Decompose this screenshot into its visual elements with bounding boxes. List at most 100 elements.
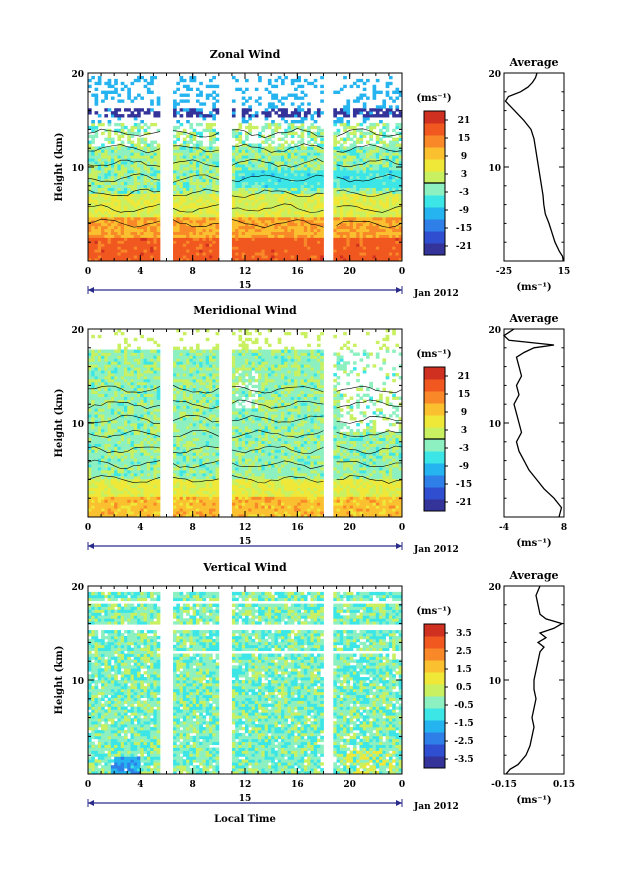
heatmap-cell (392, 219, 396, 224)
heatmap-cell (231, 128, 236, 133)
heatmap-cell (310, 149, 315, 153)
heatmap-cell (101, 155, 105, 159)
heatmap-cell (117, 376, 122, 380)
heatmap-cell (277, 214, 282, 218)
heatmap-cell (107, 246, 112, 250)
heatmap-cell (375, 187, 380, 191)
heatmap-cell (310, 234, 315, 238)
heatmap-cell (346, 184, 351, 188)
heatmap-cell (107, 122, 112, 127)
heatmap-cell (349, 193, 354, 197)
heatmap-cell (277, 216, 282, 221)
heatmap-cell (297, 184, 301, 188)
heatmap-cell (127, 514, 131, 518)
heatmap-cell (179, 228, 184, 233)
heatmap-cell (192, 249, 197, 253)
heatmap-cell (101, 199, 105, 203)
heatmap-cell (369, 134, 373, 139)
heatmap-cell (91, 414, 95, 418)
heatmap-cell (176, 225, 180, 230)
average-profile-line (504, 72, 564, 262)
heatmap-cell (156, 190, 161, 194)
heatmap-cell (88, 234, 92, 238)
heatmap-cell (398, 216, 403, 221)
heatmap-cell (336, 243, 341, 247)
heatmap-cell (245, 219, 249, 224)
colorbar-tick-label: -9 (459, 206, 469, 216)
heatmap-cell (127, 493, 131, 497)
heatmap-cell (130, 111, 135, 115)
heatmap-cell (88, 252, 92, 256)
heatmap-cell (277, 161, 282, 165)
heatmap-cell (248, 114, 252, 118)
heatmap-cell (238, 131, 243, 136)
heatmap-cell (362, 205, 367, 209)
heatmap-cell (385, 219, 390, 224)
heatmap-cell (110, 487, 115, 491)
heatmap-cell (297, 125, 301, 130)
heatmap-cell (277, 169, 282, 174)
heatmap-cell (186, 181, 190, 186)
heatmap-cell (248, 155, 252, 159)
heatmap-cell (212, 202, 216, 206)
heatmap-cell (150, 90, 154, 94)
heatmap-cell (120, 396, 125, 400)
heatmap-cell (120, 431, 125, 436)
heatmap-cell (280, 205, 285, 209)
heatmap-cell (241, 146, 246, 150)
heatmap-cell (94, 381, 99, 386)
heatmap-cell (156, 181, 161, 186)
heatmap-cell (153, 208, 158, 212)
heatmap-cell (94, 161, 99, 165)
heatmap-cell (120, 361, 125, 365)
heatmap-cell (267, 228, 272, 233)
heatmap-cell (97, 378, 102, 383)
heatmap-cell (388, 105, 393, 109)
heatmap-cell (297, 193, 301, 197)
heatmap-cell (88, 443, 92, 447)
heatmap-cell (307, 246, 311, 250)
heatmap-cell (300, 249, 305, 253)
heatmap-cell (297, 111, 301, 115)
heatmap-cell (120, 219, 125, 224)
heatmap-cell (359, 131, 364, 136)
heatmap-cell (307, 152, 311, 156)
heatmap-cell (343, 178, 347, 183)
heatmap-cell (294, 219, 298, 224)
heatmap-cell (104, 370, 109, 374)
heatmap-cell (379, 172, 383, 177)
heatmap-cell (352, 131, 357, 136)
heatmap-cell (192, 231, 197, 235)
heatmap-cell (346, 146, 351, 150)
heatmap-cell (130, 196, 135, 200)
heatmap-cell (375, 161, 380, 165)
heatmap-cell (382, 231, 387, 235)
heatmap-cell (339, 117, 344, 121)
heatmap-cell (107, 216, 112, 221)
heatmap-cell (153, 161, 158, 165)
heatmap-cell (117, 446, 122, 450)
heatmap-cell (212, 225, 216, 230)
heatmap-cell (258, 228, 262, 233)
heatmap-cell (140, 228, 144, 233)
heatmap-cell (117, 231, 122, 235)
heatmap-cell (189, 228, 194, 233)
heatmap-cell (395, 246, 400, 250)
heatmap-cell (303, 234, 308, 238)
heatmap-cell (146, 172, 151, 177)
heatmap-cell (254, 208, 259, 212)
heatmap-cell (290, 120, 295, 124)
heatmap-cell (359, 249, 364, 253)
heatmap-cell (346, 169, 351, 174)
heatmap-cell (375, 202, 380, 206)
heatmap-cell (395, 114, 400, 118)
heatmap-cell (179, 169, 184, 174)
heatmap-cell (346, 111, 351, 115)
heatmap-cell (333, 90, 337, 94)
heatmap-cell (97, 216, 102, 221)
heatmap-cell (127, 505, 131, 509)
heatmap-cell (110, 187, 115, 191)
heatmap-cell (290, 164, 295, 168)
heatmap-cell (215, 234, 220, 238)
heatmap-cell (133, 164, 138, 168)
